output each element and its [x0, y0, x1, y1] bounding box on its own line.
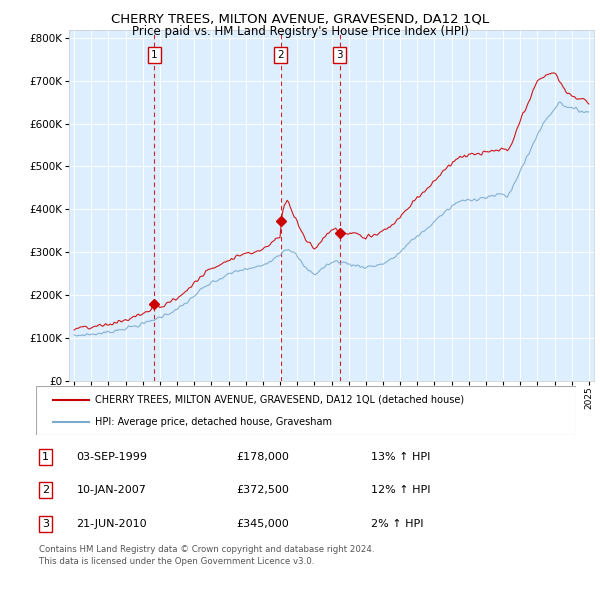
- Text: Price paid vs. HM Land Registry's House Price Index (HPI): Price paid vs. HM Land Registry's House …: [131, 25, 469, 38]
- Text: Contains HM Land Registry data © Crown copyright and database right 2024.: Contains HM Land Registry data © Crown c…: [39, 545, 374, 554]
- Text: This data is licensed under the Open Government Licence v3.0.: This data is licensed under the Open Gov…: [39, 557, 314, 566]
- Text: £178,000: £178,000: [236, 452, 289, 462]
- Text: 3: 3: [42, 519, 49, 529]
- Text: 21-JUN-2010: 21-JUN-2010: [77, 519, 147, 529]
- Text: HPI: Average price, detached house, Gravesham: HPI: Average price, detached house, Grav…: [95, 417, 332, 427]
- Text: 1: 1: [42, 452, 49, 462]
- Text: £372,500: £372,500: [236, 486, 289, 495]
- Text: 13% ↑ HPI: 13% ↑ HPI: [371, 452, 430, 462]
- Text: 1: 1: [151, 50, 158, 60]
- Text: £345,000: £345,000: [236, 519, 289, 529]
- FancyBboxPatch shape: [36, 386, 576, 435]
- Text: 10-JAN-2007: 10-JAN-2007: [77, 486, 146, 495]
- Text: 2: 2: [277, 50, 284, 60]
- Text: 03-SEP-1999: 03-SEP-1999: [77, 452, 148, 462]
- Text: CHERRY TREES, MILTON AVENUE, GRAVESEND, DA12 1QL: CHERRY TREES, MILTON AVENUE, GRAVESEND, …: [111, 13, 489, 26]
- Text: 3: 3: [336, 50, 343, 60]
- Text: 12% ↑ HPI: 12% ↑ HPI: [371, 486, 430, 495]
- Text: CHERRY TREES, MILTON AVENUE, GRAVESEND, DA12 1QL (detached house): CHERRY TREES, MILTON AVENUE, GRAVESEND, …: [95, 395, 464, 405]
- Text: 2% ↑ HPI: 2% ↑ HPI: [371, 519, 424, 529]
- Text: 2: 2: [42, 486, 49, 495]
